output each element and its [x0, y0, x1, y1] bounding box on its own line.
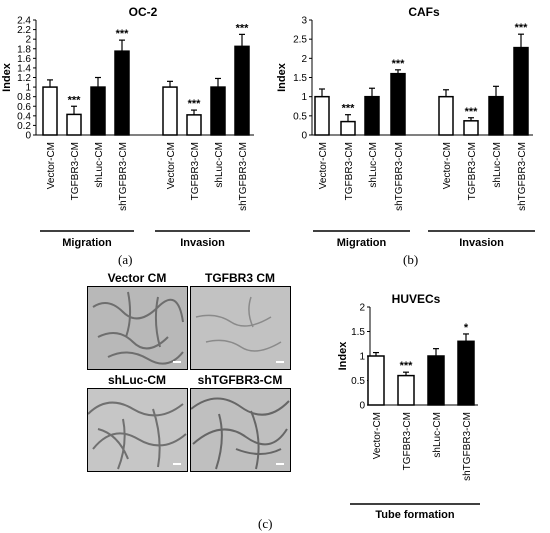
panel-label-c: (c): [258, 516, 273, 531]
oc2-category-label: shTGFBR3-CM: [238, 142, 249, 211]
micrograph-shluc: [87, 388, 188, 472]
huvecs-bar: [457, 340, 475, 406]
oc2-bar: [162, 86, 178, 136]
oc2-category-label: Vector-CM: [46, 142, 57, 189]
oc2-significance: ***: [116, 28, 130, 40]
cafs-bar: [488, 95, 504, 136]
huvecs-significance: *: [464, 322, 469, 334]
oc2-bar: [90, 86, 106, 136]
cafs-ytick-label: 2.5: [293, 35, 307, 46]
oc2-ytick-label: 1.4: [17, 63, 31, 74]
oc2-ytick-label: 0: [25, 131, 31, 142]
oc2-ytick-label: 2.2: [17, 25, 31, 36]
cafs-title: CAFs: [408, 5, 440, 19]
micrograph-title-shluc: shLuc-CM: [108, 373, 166, 387]
oc2-category-label: TGFBR3-CM: [190, 142, 201, 200]
oc2-group-label: Invasion: [180, 237, 225, 249]
cafs-category-label: shTGFBR3-CM: [394, 142, 405, 211]
micrograph-tgfbr3: [190, 286, 291, 370]
cafs-ytick-label: 1: [301, 92, 307, 103]
cafs-category-label: shLuc-CM: [492, 142, 503, 188]
oc2-ytick-label: 2: [25, 35, 31, 46]
huvecs-ytick-label: 0: [359, 401, 365, 412]
huvecs-bar: [427, 355, 445, 406]
cafs-bar: [364, 95, 380, 136]
oc2-ytick-label: 2.4: [17, 16, 31, 27]
oc2-category-label: Vector-CM: [166, 142, 177, 189]
oc2-bar: [234, 45, 250, 136]
micrograph-title-tgfbr3: TGFBR3 CM: [205, 271, 275, 285]
huvecs-group-label: Tube formation: [375, 509, 455, 521]
cafs-category-label: Vector-CM: [442, 142, 453, 189]
oc2-group-label: Migration: [62, 237, 112, 249]
panel-label-a: (a): [118, 252, 133, 267]
cafs-bar: [463, 120, 479, 136]
huvecs-ytick-label: 2: [359, 303, 365, 314]
oc2-title: OC-2: [129, 5, 158, 19]
oc2-bar: [66, 113, 82, 136]
cafs-bar: [513, 46, 529, 136]
cafs-category-label: TGFBR3-CM: [344, 142, 355, 200]
oc2-bar: [186, 114, 202, 136]
cafs-ytick-label: 0.5: [293, 111, 307, 122]
cafs-category-label: Vector-CM: [318, 142, 329, 189]
huvecs-bar: [367, 355, 385, 406]
cafs-significance: ***: [465, 106, 479, 118]
huvecs-ytick-label: 1.5: [351, 327, 365, 338]
huvecs-bar: [397, 374, 415, 406]
cafs-bar: [438, 95, 454, 136]
oc2-ytick-label: 1: [25, 83, 31, 94]
oc2-significance: ***: [188, 98, 202, 110]
cafs-bar: [390, 72, 406, 136]
huvecs-ytick-label: 0.5: [351, 376, 365, 387]
cafs-category-label: TGFBR3-CM: [467, 142, 478, 200]
oc2-significance: ***: [236, 22, 250, 34]
cafs-ytick-label: 2: [301, 54, 307, 65]
cafs-group-label: Invasion: [459, 237, 504, 249]
oc2-bar: [114, 50, 130, 136]
oc2-ylabel: Index: [1, 62, 13, 92]
panel-label-b: (b): [403, 252, 419, 267]
oc2-ytick-label: 0.2: [17, 121, 31, 132]
cafs-ytick-label: 0: [301, 131, 307, 142]
oc2-bar: [42, 86, 58, 136]
cafs-bar: [314, 95, 330, 136]
oc2-category-label: shLuc-CM: [94, 142, 105, 188]
cafs-ylabel: Index: [276, 62, 288, 92]
cafs-category-label: shLuc-CM: [368, 142, 379, 188]
huvecs-significance: ***: [400, 360, 414, 372]
cafs-group-label: Migration: [337, 237, 387, 249]
cafs-significance: ***: [392, 58, 406, 70]
oc2-ytick-label: 0.6: [17, 102, 31, 113]
cafs-ytick-label: 1.5: [293, 73, 307, 84]
micrograph-title-vector: Vector CM: [107, 271, 167, 285]
oc2-ytick-label: 1.2: [17, 73, 31, 84]
oc2-ytick-label: 0.8: [17, 92, 31, 103]
oc2-category-label: TGFBR3-CM: [70, 142, 81, 200]
oc2-ytick-label: 1.8: [17, 44, 31, 55]
huvecs-title: HUVECs: [392, 292, 441, 306]
micrograph-vector: [87, 286, 188, 370]
oc2-bar: [210, 86, 226, 136]
huvecs-ylabel: Index: [337, 341, 349, 371]
oc2-category-label: shLuc-CM: [214, 142, 225, 188]
huvecs-ytick-label: 1: [359, 352, 365, 363]
huvecs-category-label: TGFBR3-CM: [402, 412, 413, 470]
oc2-ytick-label: 1.6: [17, 54, 31, 65]
huvecs-category-label: Vector-CM: [372, 412, 383, 459]
cafs-category-label: shTGFBR3-CM: [517, 142, 528, 211]
oc2-ytick-label: 0.4: [17, 111, 31, 122]
huvecs-category-label: shTGFBR3-CM: [462, 412, 473, 481]
micrograph-shtgfbr3: [190, 388, 291, 472]
micrograph-title-shtgfbr3: shTGFBR3-CM: [197, 373, 283, 387]
cafs-significance: ***: [515, 22, 529, 34]
oc2-category-label: shTGFBR3-CM: [118, 142, 129, 211]
oc2-significance: ***: [68, 94, 82, 106]
cafs-ytick-label: 3: [301, 16, 307, 27]
cafs-significance: ***: [342, 103, 356, 115]
huvecs-category-label: shLuc-CM: [432, 412, 443, 458]
cafs-bar: [340, 120, 356, 136]
